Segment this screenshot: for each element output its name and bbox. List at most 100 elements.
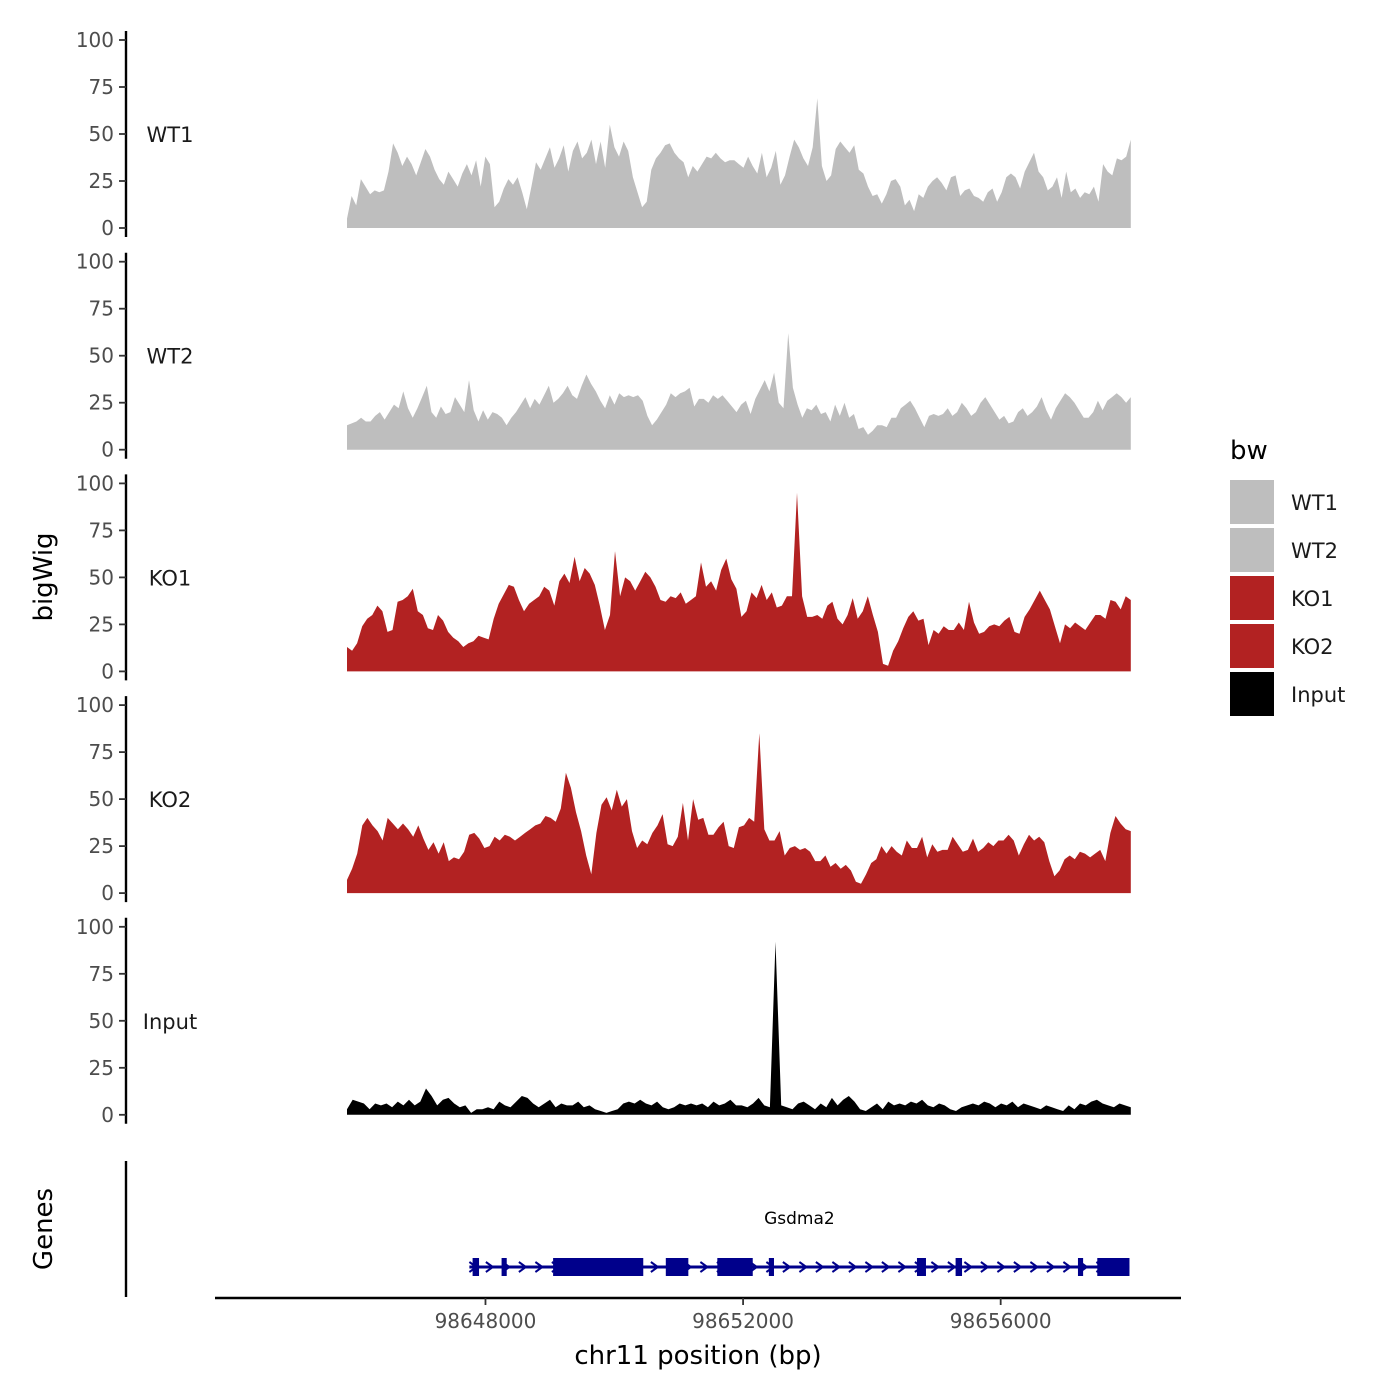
signal-area-wt1 bbox=[347, 98, 1131, 228]
track-label: Input bbox=[143, 1010, 197, 1034]
gene-name-label: Gsdma2 bbox=[764, 1209, 835, 1229]
signal-area-ko2 bbox=[347, 733, 1131, 894]
gene-exon bbox=[1077, 1258, 1084, 1276]
legend-swatch bbox=[1230, 528, 1274, 572]
gene-exon bbox=[955, 1258, 963, 1276]
track-input: 0 25 50 75 100 Input bbox=[76, 915, 1131, 1127]
legend-title: bw bbox=[1230, 436, 1268, 466]
legend-item-wt1: WT1 bbox=[1230, 480, 1338, 524]
legend-swatch bbox=[1230, 576, 1274, 620]
y-tick-label: 100 bbox=[76, 28, 114, 52]
strand-chevron bbox=[485, 1261, 495, 1273]
y-tick-label: 50 bbox=[89, 344, 114, 368]
strand-chevron bbox=[1062, 1261, 1073, 1273]
signal-area-input bbox=[347, 941, 1131, 1115]
legend-swatch bbox=[1230, 624, 1274, 668]
y-axis-title: bigWig bbox=[29, 532, 59, 621]
legend-label: WT2 bbox=[1291, 539, 1338, 563]
y-tick-label: 0 bbox=[101, 881, 114, 905]
y-tick-label: 75 bbox=[89, 740, 114, 764]
strand-chevron bbox=[831, 1261, 842, 1273]
strand-chevron bbox=[1029, 1261, 1040, 1273]
y-tick-label: 100 bbox=[76, 693, 114, 717]
legend-label: WT1 bbox=[1291, 491, 1338, 515]
x-tick-label: 98652000 bbox=[692, 1309, 794, 1333]
y-tick-label: 25 bbox=[89, 391, 114, 415]
legend: bw WT1 WT2 KO1 KO2 Input bbox=[1230, 436, 1345, 716]
strand-chevron bbox=[947, 1261, 957, 1273]
strand-chevron bbox=[1013, 1261, 1023, 1273]
y-tick-label: 75 bbox=[89, 75, 114, 99]
strand-chevron bbox=[650, 1261, 660, 1273]
track-ko2: 0 25 50 75 100 KO2 bbox=[76, 693, 1131, 905]
genes-layer: Gsdma2 bbox=[124, 1161, 1130, 1297]
strand-chevron bbox=[963, 1261, 974, 1273]
signal-area-wt2 bbox=[347, 333, 1131, 450]
y-tick-label: 25 bbox=[89, 612, 114, 636]
strand-chevron bbox=[897, 1261, 908, 1273]
strand-chevron bbox=[815, 1261, 825, 1273]
track-wt2: 0 25 50 75 100 WT2 bbox=[76, 250, 1131, 462]
legend-item-input: Input bbox=[1230, 672, 1345, 716]
strand-chevron bbox=[518, 1261, 528, 1273]
y-tick-label: 50 bbox=[89, 787, 114, 811]
gene-exon bbox=[665, 1258, 689, 1276]
strand-chevron bbox=[782, 1261, 792, 1273]
gene-exon bbox=[553, 1258, 644, 1276]
y-tick-label: 0 bbox=[101, 659, 114, 683]
strand-chevron bbox=[864, 1261, 875, 1273]
track-label: KO2 bbox=[149, 788, 192, 812]
y-tick-label: 75 bbox=[89, 962, 114, 986]
y-tick-label: 0 bbox=[101, 1103, 114, 1127]
legend-item-ko2: KO2 bbox=[1230, 624, 1334, 668]
strand-chevron bbox=[798, 1261, 809, 1273]
y-tick-label: 25 bbox=[89, 834, 114, 858]
y-tick-label: 75 bbox=[89, 297, 114, 321]
strand-chevron bbox=[699, 1261, 710, 1273]
strand-chevron bbox=[848, 1261, 858, 1273]
y-tick-label: 0 bbox=[101, 438, 114, 462]
gene-exon bbox=[472, 1258, 480, 1276]
y-tick-label: 50 bbox=[89, 122, 114, 146]
legend-swatch bbox=[1230, 480, 1274, 524]
legend-label: KO1 bbox=[1291, 587, 1334, 611]
strand-chevron bbox=[930, 1261, 941, 1273]
y-tick-label: 0 bbox=[101, 216, 114, 240]
gene-exon bbox=[1097, 1258, 1130, 1276]
y-tick-label: 75 bbox=[89, 518, 114, 542]
y-tick-label: 50 bbox=[89, 1009, 114, 1033]
track-ko1: 0 25 50 75 100 KO1 bbox=[76, 471, 1131, 683]
strand-chevron bbox=[881, 1261, 891, 1273]
y-tick-label: 100 bbox=[76, 471, 114, 495]
x-tick-label: 98656000 bbox=[950, 1309, 1052, 1333]
legend-label: Input bbox=[1291, 683, 1345, 707]
track-wt1: 0 25 50 75 100 WT1 bbox=[76, 28, 1131, 240]
gene-exon bbox=[717, 1258, 753, 1276]
legend-item-wt2: WT2 bbox=[1230, 528, 1338, 572]
signal-area-ko1 bbox=[347, 492, 1131, 672]
legend-swatch bbox=[1230, 672, 1274, 716]
track-label: WT1 bbox=[147, 123, 194, 147]
x-axis: 98648000 98652000 98656000 bbox=[215, 1296, 1181, 1333]
legend-item-ko1: KO1 bbox=[1230, 576, 1334, 620]
y-tick-label: 100 bbox=[76, 915, 114, 939]
y-tick-label: 50 bbox=[89, 565, 114, 589]
gene-exon bbox=[916, 1258, 926, 1276]
strand-chevron bbox=[534, 1261, 545, 1273]
y-tick-label: 25 bbox=[89, 169, 114, 193]
x-tick-label: 98648000 bbox=[435, 1309, 537, 1333]
y-tick-label: 100 bbox=[76, 250, 114, 274]
strand-chevron bbox=[1046, 1261, 1056, 1273]
gene-exon bbox=[768, 1258, 774, 1276]
gene-gsdma2: Gsdma2 bbox=[468, 1209, 1130, 1276]
x-axis-title: chr11 position (bp) bbox=[574, 1341, 821, 1371]
genes-axis-title: Genes bbox=[29, 1188, 59, 1270]
strand-chevron bbox=[980, 1261, 990, 1273]
strand-chevron bbox=[996, 1261, 1007, 1273]
legend-label: KO2 bbox=[1291, 635, 1334, 659]
gene-exon bbox=[501, 1258, 507, 1276]
tracks-layer: 0255075100WT10255075100WT20255075100KO10… bbox=[76, 28, 1131, 1127]
y-tick-label: 25 bbox=[89, 1056, 114, 1080]
track-label: WT2 bbox=[147, 345, 194, 369]
